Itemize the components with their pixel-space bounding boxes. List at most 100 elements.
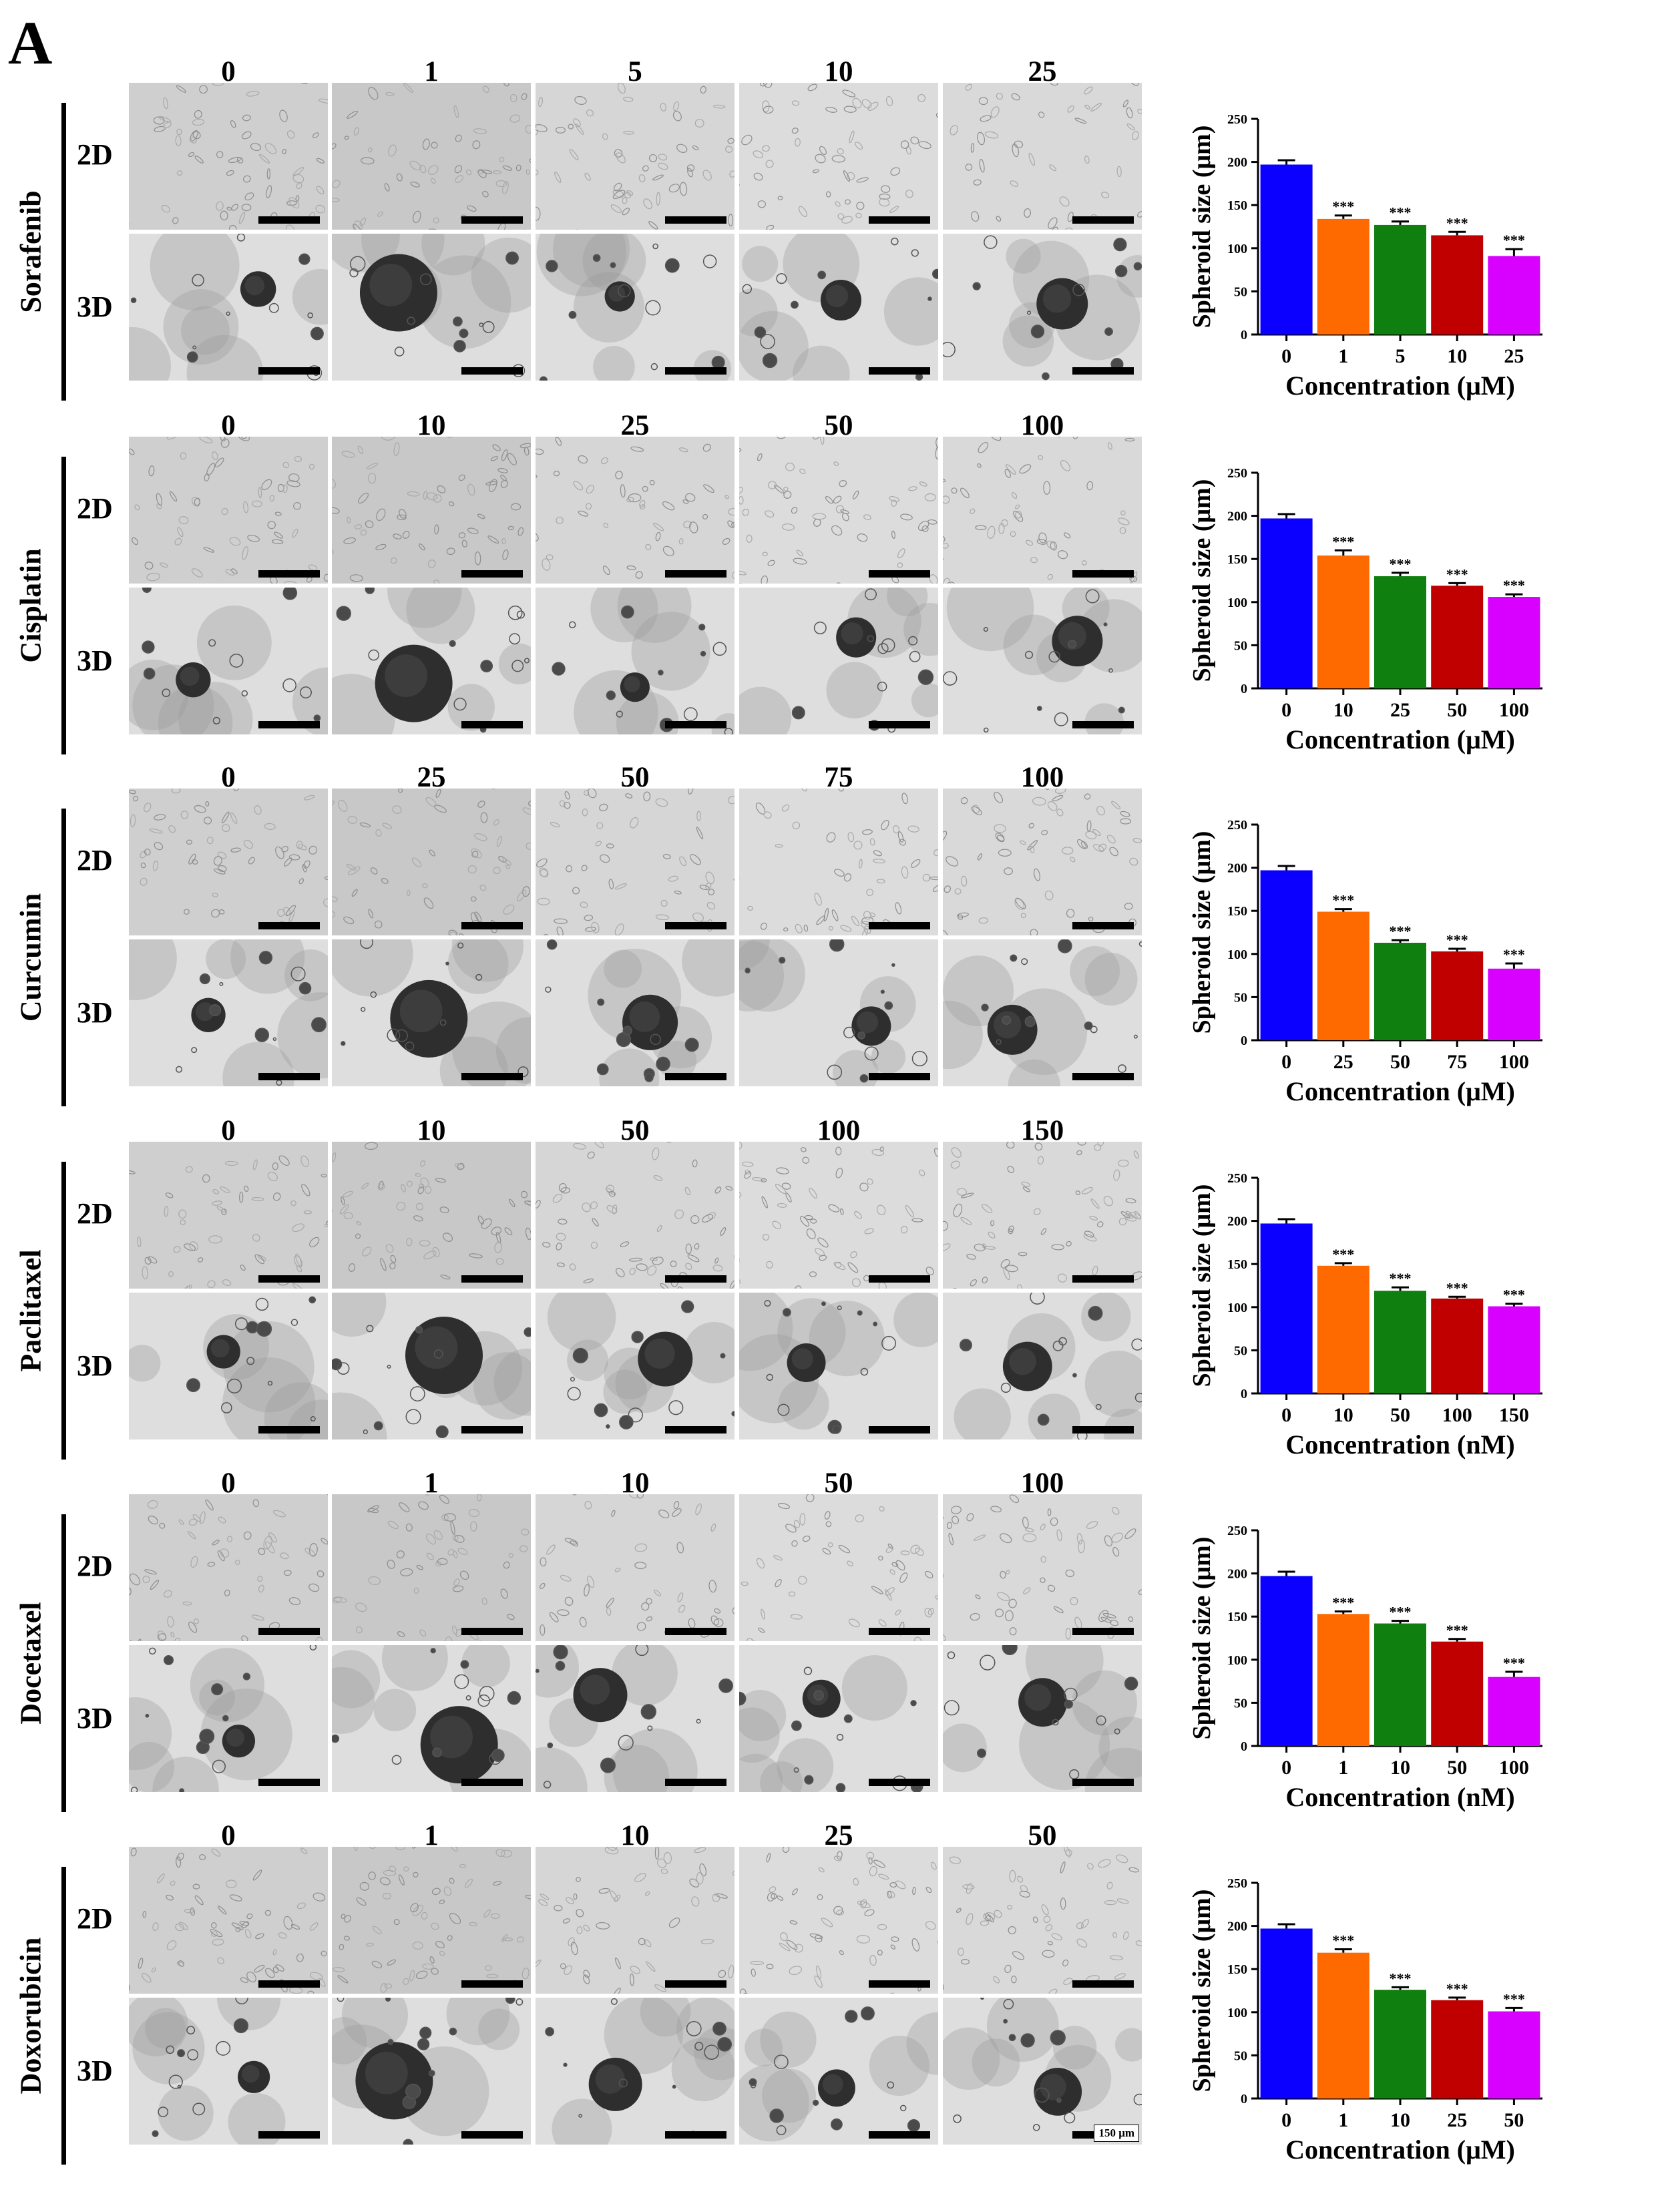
label-2d: 2D <box>77 492 113 525</box>
significance-marker: *** <box>1446 1622 1468 1638</box>
drug-row: Curcumin 2D 3D 0 25 50 75 100 0 50 100 150 200 250 0 **… <box>0 763 1676 1142</box>
significance-marker: *** <box>1503 1990 1525 2007</box>
micrograph-3d-image <box>332 1645 531 1792</box>
bar <box>1317 1614 1370 1746</box>
significance-marker: *** <box>1446 566 1468 582</box>
y-tick-label: 250 <box>1227 1524 1247 1538</box>
scale-bar <box>461 1980 523 1988</box>
scale-bar <box>665 1628 726 1635</box>
x-tick-label: 0 <box>1281 699 1291 721</box>
bar <box>1374 576 1426 688</box>
x-tick-label: 50 <box>1390 1404 1410 1426</box>
micrograph-2d-image <box>129 1494 328 1641</box>
x-axis-label: Concentration (μM) <box>1285 2135 1515 2165</box>
significance-marker: *** <box>1503 946 1525 963</box>
micrograph-3d <box>943 588 1142 734</box>
micrograph-3d-image <box>332 1998 531 2145</box>
bar <box>1431 586 1484 688</box>
x-tick-label: 10 <box>1390 1757 1410 1779</box>
concentration-label: 25 <box>620 410 650 441</box>
significance-marker: *** <box>1446 1279 1468 1296</box>
bar <box>1431 951 1484 1040</box>
y-axis-label: Spheroid size (μm) <box>1188 1184 1216 1387</box>
micrograph-3d-image <box>739 588 938 734</box>
scale-bar <box>665 1426 726 1433</box>
micrograph-3d <box>332 1998 531 2145</box>
micrograph-2d-image <box>739 1142 938 1289</box>
scale-bar <box>1072 1628 1134 1635</box>
bar <box>1431 2000 1484 2098</box>
y-tick-label: 250 <box>1227 466 1247 481</box>
scale-bar <box>869 1426 930 1433</box>
concentration-label: 150 <box>1020 1115 1064 1146</box>
y-tick-label: 200 <box>1227 1920 1247 1934</box>
y-tick-label: 100 <box>1227 947 1247 962</box>
x-tick-label: 25 <box>1390 699 1410 721</box>
micrograph-2d <box>739 437 938 584</box>
micrograph-2d-image <box>129 437 328 584</box>
micrograph-2d-image <box>943 789 1142 935</box>
micrograph-2d <box>332 437 531 584</box>
micrograph-2d <box>739 789 938 935</box>
micrograph-2d <box>536 1142 735 1289</box>
micrograph-2d <box>129 83 328 230</box>
micrograph-2d-image <box>536 83 735 230</box>
y-tick-label: 0 <box>1241 1034 1247 1048</box>
y-axis-label: Spheroid size (μm) <box>1188 479 1216 682</box>
concentration-label: 25 <box>1028 56 1057 87</box>
bar <box>1260 1223 1313 1393</box>
significance-marker: *** <box>1446 1980 1468 1997</box>
micrograph-2d <box>129 789 328 935</box>
concentration-label: 0 <box>221 56 236 87</box>
y-tick-label: 0 <box>1241 682 1247 696</box>
micrograph-3d <box>536 1645 735 1792</box>
y-tick-label: 250 <box>1227 818 1247 833</box>
micrograph-3d-image <box>943 1998 1142 2145</box>
micrograph-2d <box>943 1847 1142 1994</box>
y-tick-label: 150 <box>1227 1610 1247 1624</box>
micrograph-2d <box>129 437 328 584</box>
row-bracket <box>61 1162 66 1460</box>
significance-marker: *** <box>1332 892 1354 909</box>
concentration-label: 50 <box>824 1468 853 1499</box>
micrograph-2d-image <box>332 437 531 584</box>
y-tick-label: 150 <box>1227 904 1247 919</box>
scale-bar <box>869 367 930 375</box>
micrograph-2d <box>739 83 938 230</box>
row-bracket <box>61 1867 66 2165</box>
x-tick-label: 100 <box>1499 699 1529 721</box>
scale-bar <box>258 1628 320 1635</box>
y-axis-label: Spheroid size (μm) <box>1188 1537 1216 1740</box>
micrograph-2d-image <box>943 1847 1142 1994</box>
micrograph-2d-image <box>536 437 735 584</box>
label-3d: 3D <box>77 996 113 1029</box>
row-bracket <box>61 457 66 754</box>
drug-row: Docetaxel 2D 3D 0 1 10 50 100 0 50 100 150 200 250 0 **… <box>0 1469 1676 1848</box>
x-tick-label: 1 <box>1338 1757 1348 1779</box>
micrograph-2d-image <box>129 83 328 230</box>
micrograph-3d-image <box>536 1998 735 2145</box>
bar <box>1374 1291 1426 1393</box>
scale-bar <box>869 1779 930 1786</box>
scale-bar <box>461 1275 523 1283</box>
scale-bar <box>869 1980 930 1988</box>
micrograph-2d <box>332 1142 531 1289</box>
x-tick-label: 10 <box>1333 1404 1353 1426</box>
scale-bar <box>1072 721 1134 728</box>
label-3d: 3D <box>77 2054 113 2087</box>
micrograph-2d-image <box>739 1494 938 1641</box>
micrograph-3d-image <box>332 1293 531 1440</box>
micrograph-2d <box>536 789 735 935</box>
row-bracket <box>61 1514 66 1812</box>
micrograph-3d <box>739 939 938 1086</box>
scale-bar <box>665 570 726 578</box>
chart-container: 0 50 100 150 200 250 0 *** 10 *** 50 *** 100 *** 150 Co… <box>1157 1138 1570 1502</box>
scale-bar <box>258 367 320 375</box>
micrograph-3d-image <box>536 939 735 1086</box>
micrograph-3d <box>129 234 328 381</box>
micrograph-2d-image <box>739 1847 938 1994</box>
scale-bar <box>1072 1073 1134 1080</box>
micrograph-2d-image <box>536 1142 735 1289</box>
micrograph-2d <box>332 1847 531 1994</box>
x-tick-label: 10 <box>1390 2109 1410 2131</box>
